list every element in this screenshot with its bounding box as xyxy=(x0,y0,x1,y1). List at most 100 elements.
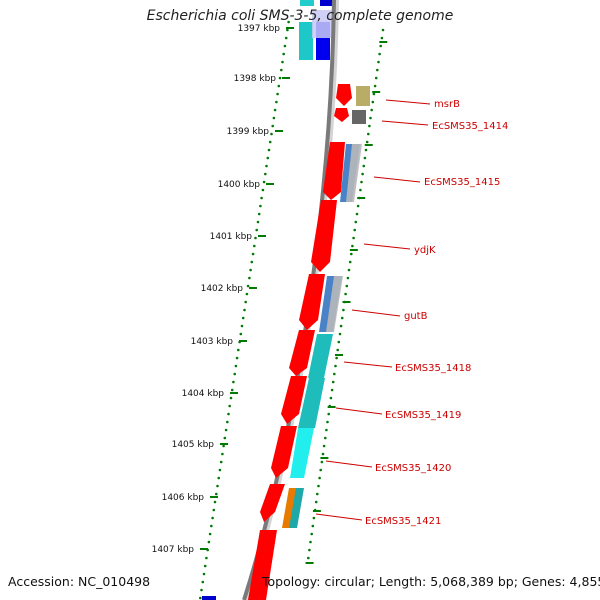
gene-arrow-1415 xyxy=(323,142,345,200)
scale-dot-left xyxy=(272,116,276,120)
scale-dot-right xyxy=(379,44,383,48)
scale-dot-left xyxy=(248,276,251,280)
scale-dot-left xyxy=(223,436,227,440)
scale-dot-right xyxy=(307,556,310,560)
gene-label: EcSMS35_1418 xyxy=(395,363,471,374)
kbp-tick-label: 1397 kbp xyxy=(238,24,281,34)
scale-dot-right xyxy=(351,244,354,248)
gene-labels: msrB EcSMS35_1414 EcSMS35_1415 ydjK gutB EcSM… xyxy=(315,99,508,527)
kbp-tick-label: 1402 kbp xyxy=(201,284,244,294)
scale-dot-left xyxy=(265,164,268,168)
scale-dot-left xyxy=(268,140,272,144)
scale-dot-left xyxy=(282,52,286,56)
gene-leader-line xyxy=(381,120,429,126)
scale-dot-left xyxy=(229,396,233,400)
scale-dot-left xyxy=(228,404,231,408)
scale-dot-left xyxy=(277,84,281,88)
scale-dot-right xyxy=(348,260,352,264)
scale-dot-left xyxy=(219,460,223,464)
genome-summary-text: Topology: circular; Length: 5,068,389 bp… xyxy=(262,574,600,589)
scale-dot-right xyxy=(331,380,335,384)
scale-dot-right xyxy=(309,540,312,544)
scale-dot-left xyxy=(235,356,239,360)
scale-dot-left xyxy=(217,476,220,480)
scale-dot-right xyxy=(355,212,359,216)
scale-dot-right xyxy=(381,28,385,32)
scale-dot-left xyxy=(240,324,244,328)
kbp-tick-label: 1403 kbp xyxy=(191,337,234,347)
scale-dot-right xyxy=(374,76,378,80)
scale-dot-right xyxy=(314,500,318,504)
scale-dot-right xyxy=(319,468,323,472)
scale-dot-right xyxy=(360,180,363,184)
scale-dot-left xyxy=(259,204,262,208)
accession-text: Accession: NC_010498 xyxy=(8,574,151,589)
gene-leader-line xyxy=(373,176,421,183)
scale-dot-left xyxy=(264,172,267,176)
scale-dot-right xyxy=(333,372,336,376)
scale-dot-right xyxy=(372,92,376,96)
scale-dot-left xyxy=(239,332,243,336)
feature-block-msrB xyxy=(356,86,370,106)
scale-dot-right xyxy=(317,484,320,488)
scale-dot-right xyxy=(316,492,319,496)
scale-dot-left xyxy=(262,180,266,184)
gene-label: EcSMS35_1420 xyxy=(375,463,451,474)
scale-dot-left xyxy=(201,580,205,584)
scale-dot-left xyxy=(278,76,282,80)
scale-dot-right xyxy=(311,524,315,528)
scale-dot-left xyxy=(244,300,247,304)
scale-dot-right xyxy=(322,444,326,448)
gene-leader-line xyxy=(385,99,431,105)
feature-block-1418 xyxy=(308,334,333,378)
gene-label: ydjK xyxy=(414,245,436,256)
scale-dot-right xyxy=(310,532,314,536)
scale-dot-left xyxy=(270,132,273,136)
scale-dot-right xyxy=(342,308,345,312)
scale-dot-right xyxy=(367,132,370,136)
scale-dot-left xyxy=(249,268,252,272)
gene-arrow-bottom xyxy=(248,530,277,600)
scale-dot-left xyxy=(202,572,206,576)
gene-arrow-1421 xyxy=(260,484,285,522)
scale-dot-left xyxy=(233,372,236,376)
gene-label: EcSMS35_1421 xyxy=(365,516,441,527)
scale-dot-right xyxy=(361,172,364,176)
scale-dot-right xyxy=(350,252,353,256)
gene-leader-line xyxy=(325,460,373,468)
scale-dot-right xyxy=(345,284,349,288)
gene-arrow-1419 xyxy=(281,376,307,424)
scale-dot-right xyxy=(346,276,350,280)
scale-dot-left xyxy=(245,292,249,296)
gene-leader-line xyxy=(343,361,393,368)
feature-block-1415b xyxy=(346,144,362,202)
gene-arrow-1420 xyxy=(271,426,297,478)
scale-dot-left xyxy=(210,524,213,528)
scale-dot-left xyxy=(283,44,287,48)
feature-block-bottom-blue xyxy=(202,596,216,600)
scale-dot-right xyxy=(329,396,333,400)
scale-dot-right xyxy=(364,148,368,152)
scale-dot-right xyxy=(362,164,366,168)
scale-dots-left xyxy=(199,20,290,600)
scale-dot-left xyxy=(255,228,258,232)
scale-dot-left xyxy=(218,468,222,472)
gene-label: EcSMS35_1414 xyxy=(432,121,508,132)
scale-dot-left xyxy=(232,380,235,384)
scale-dot-left xyxy=(216,484,219,488)
scale-dot-right xyxy=(353,228,357,232)
scale-dot-left xyxy=(200,588,203,592)
scale-dot-left xyxy=(253,244,256,248)
scale-dot-left xyxy=(267,148,271,152)
scale-dot-right xyxy=(312,516,316,520)
feature-block-1414 xyxy=(352,110,366,124)
gene-arrow-1414 xyxy=(334,108,349,122)
scale-dot-left xyxy=(266,156,270,160)
scale-dot-right xyxy=(324,436,327,440)
gene-arrow-msrB xyxy=(336,84,352,106)
kbp-tick-label: 1406 kbp xyxy=(162,493,205,503)
scale-dot-right xyxy=(352,236,355,240)
scale-dot-left xyxy=(215,492,218,496)
